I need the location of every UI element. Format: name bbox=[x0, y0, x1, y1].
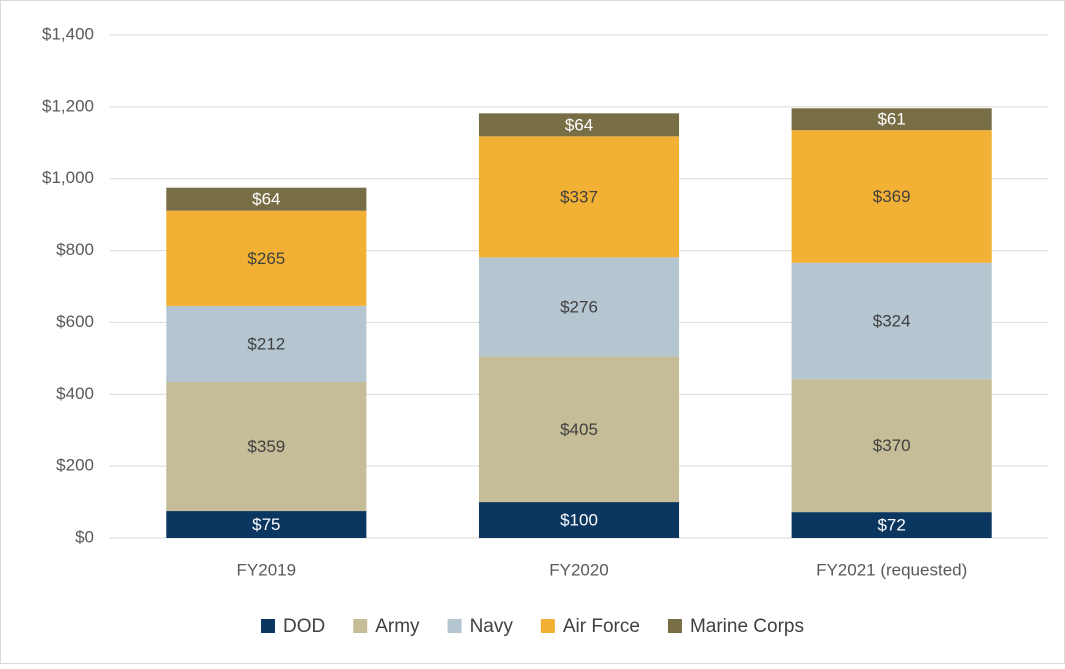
data-label: $359 bbox=[247, 437, 285, 456]
y-tick-label: $200 bbox=[56, 456, 94, 475]
y-tick-label: $0 bbox=[75, 527, 94, 546]
legend-swatch bbox=[447, 619, 462, 633]
y-tick-label: $600 bbox=[56, 312, 94, 331]
bar-segment bbox=[791, 262, 992, 380]
legend-swatch bbox=[353, 619, 368, 633]
data-label: $369 bbox=[873, 187, 911, 206]
x-tick-label: FY2020 bbox=[549, 560, 609, 579]
y-tick-label: $1,200 bbox=[42, 96, 94, 115]
bar-segment bbox=[478, 356, 680, 503]
bar-segment bbox=[478, 113, 680, 137]
legend-label: DOD bbox=[283, 616, 325, 637]
bar-segment bbox=[166, 210, 367, 306]
data-label: $324 bbox=[873, 311, 911, 330]
data-label: $64 bbox=[565, 115, 593, 134]
data-label: $100 bbox=[560, 511, 598, 530]
legend-label: Marine Corps bbox=[690, 616, 804, 637]
bar-segment bbox=[478, 136, 680, 258]
y-tick-label: $1,000 bbox=[42, 168, 94, 187]
bar-segment bbox=[791, 108, 992, 131]
data-label: $212 bbox=[247, 334, 285, 353]
bar-segment bbox=[791, 130, 992, 263]
data-label: $405 bbox=[560, 420, 598, 439]
bar-segment bbox=[166, 382, 367, 512]
data-label: $370 bbox=[873, 436, 911, 455]
y-tick-label: $1,400 bbox=[42, 24, 94, 43]
data-label: $61 bbox=[877, 110, 905, 129]
data-label: $265 bbox=[247, 249, 285, 268]
legend-label: Navy bbox=[470, 616, 514, 637]
legend-swatch bbox=[261, 619, 276, 633]
data-label: $64 bbox=[252, 190, 280, 209]
y-tick-label: $400 bbox=[56, 384, 94, 403]
bar-segment bbox=[791, 512, 992, 538]
data-label: $75 bbox=[252, 515, 280, 534]
bar-segment bbox=[478, 257, 680, 357]
legend-label: Army bbox=[375, 616, 420, 637]
bar-segment bbox=[166, 511, 367, 538]
x-tick-label: FY2019 bbox=[237, 560, 297, 579]
bar-segment bbox=[478, 502, 680, 538]
bar-segment bbox=[791, 379, 992, 513]
data-label: $276 bbox=[560, 297, 598, 316]
data-label: $72 bbox=[877, 516, 905, 535]
legend-label: Air Force bbox=[563, 616, 640, 637]
x-tick-label: FY2021 (requested) bbox=[816, 560, 967, 579]
data-label: $337 bbox=[560, 187, 598, 206]
bar-segment bbox=[166, 187, 367, 211]
legend-swatch bbox=[667, 619, 682, 633]
legend-swatch bbox=[540, 619, 555, 633]
bar-segment bbox=[166, 305, 367, 383]
y-tick-label: $800 bbox=[56, 240, 94, 259]
